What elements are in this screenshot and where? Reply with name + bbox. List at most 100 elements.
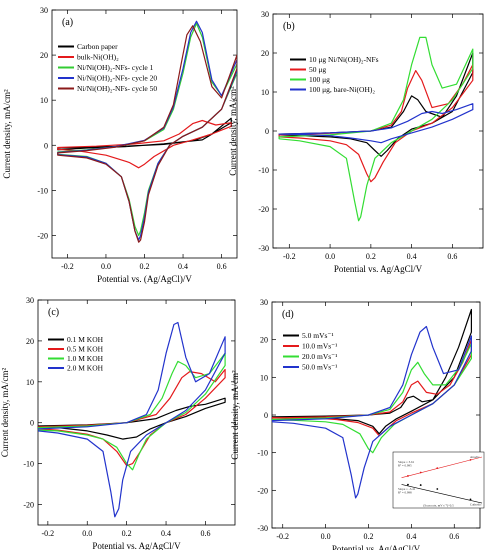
panel-label: (d) [282, 309, 294, 320]
legend-label: 5.0 mVs⁻¹ [302, 331, 334, 340]
x-axis-label: Potential vs. Ag/AgCl/V [334, 264, 423, 274]
plot-frame [37, 299, 236, 526]
inset-point [436, 467, 439, 470]
inset-series-label: Anodic [470, 455, 480, 459]
legend-label: 100 μg [309, 75, 330, 84]
series-line [278, 103, 474, 144]
x-tick-label: 0.0 [325, 252, 335, 261]
y-tick-label: 30 [26, 296, 34, 305]
y-tick-label: 10 [261, 88, 269, 97]
legend-label: 50.0 mVs⁻¹ [302, 363, 337, 372]
x-axis-label: Potential vs. Ag/AgCl/V [332, 544, 421, 550]
y-tick-label: 20 [26, 337, 34, 346]
x-tick-label: -0.2 [61, 262, 74, 271]
legend-label: Ni/Ni(OH)₂-NFs- cycle 20 [77, 74, 157, 83]
y-tick-label: 10 [26, 378, 34, 387]
series-line [57, 119, 232, 169]
x-tick-label: 0.2 [140, 262, 150, 271]
y-tick-label: 30 [260, 298, 268, 307]
inset-point [469, 498, 472, 501]
y-tick-label: -30 [258, 244, 269, 253]
y-tick-label: -30 [257, 524, 268, 533]
y-axis-label: Current density, mA/cm² [0, 368, 10, 458]
legend-label: 10.0 mVs⁻¹ [302, 342, 337, 351]
legend-label: 100 μg, bare-Ni(OH)₂ [309, 85, 375, 94]
panel-label: (c) [48, 307, 59, 318]
series-line [272, 325, 472, 499]
x-axis-label: Potential vs. Ag/AgCl/V [92, 541, 181, 550]
x-axis-label: Potential vs. (Ag/AgCl)/V [97, 274, 192, 284]
series-line [38, 397, 226, 440]
legend-label: Ni/Ni(OH)₂-NFs- cycle 1 [77, 63, 154, 72]
legend-label: Ni/Ni(OH)₂-NFs- cycle 50 [77, 84, 157, 93]
y-tick-label: -10 [23, 460, 34, 469]
inset-point [407, 475, 409, 477]
inset-frame [392, 451, 485, 509]
y-tick-label: 30 [40, 6, 48, 15]
legend-label: 2.0 M KOH [67, 364, 104, 373]
y-tick-label: -20 [37, 231, 48, 240]
series-line [278, 36, 474, 222]
y-tick-label: -10 [258, 166, 269, 175]
panel-label: (b) [283, 21, 295, 32]
x-tick-label: -0.2 [283, 252, 296, 261]
series-line [57, 25, 237, 243]
x-tick-label: 0.6 [200, 529, 210, 538]
legend-label: 20.0 mVs⁻¹ [302, 352, 337, 361]
y-axis-label: Current density, mA/cm² [230, 370, 240, 460]
y-tick-label: 10 [40, 96, 48, 105]
x-tick-label: 0.0 [321, 532, 331, 541]
inset-annotation: R² = 0.995 [398, 464, 412, 468]
x-tick-label: 0.4 [178, 262, 188, 271]
series-line [278, 64, 474, 183]
chart-panel-b: -0.2 0.0 0.2 0.4 0.6 -30 -20 -10 0 10 20 30 Potentia… [228, 10, 484, 274]
y-tick-label: 20 [40, 51, 48, 60]
y-tick-label: -10 [37, 186, 48, 195]
x-tick-label: 0.2 [363, 532, 373, 541]
x-tick-label: 0.2 [122, 529, 132, 538]
y-axis-label: Current density, mA/cm² [2, 89, 12, 179]
series-line [278, 52, 474, 157]
inset-x-label: (Scan rate, mV s⁻¹)^0.5 [423, 504, 454, 509]
y-tick-label: -20 [23, 501, 34, 510]
inset-annotation: R² = 0.998 [398, 491, 412, 495]
legend-label: bulk-Ni(OH)₂ [77, 53, 119, 62]
y-tick-label: -20 [258, 205, 269, 214]
x-tick-label: 0.4 [161, 529, 171, 538]
inset-point [407, 483, 409, 486]
y-axis-label: Current density, mA/cm² [228, 86, 238, 176]
x-tick-label: 0.4 [406, 532, 416, 541]
legend-label: 0.1 M KOH [67, 335, 104, 344]
x-tick-label: -0.2 [42, 529, 55, 538]
legend-label: Carbon paper [77, 42, 118, 51]
y-tick-label: 20 [261, 49, 269, 58]
y-tick-label: 0 [265, 127, 269, 136]
legend-label: 50 μg [309, 65, 326, 74]
inset-point [419, 484, 422, 486]
chart-panel-d: -0.2 0.0 0.2 0.4 0.6 -30 -20 -10 0 10 20 30 Potentia… [230, 298, 485, 550]
y-tick-label: -20 [257, 486, 268, 495]
legend-label: 1.0 M KOH [67, 354, 104, 363]
y-tick-label: 0 [264, 411, 268, 420]
series-line [38, 321, 226, 518]
series-line [57, 117, 232, 151]
chart-panel-a: -0.2 0.0 0.2 0.4 0.6 -20 -10 0 10 20 30 Potential v… [2, 6, 238, 284]
y-tick-label: 10 [260, 373, 268, 382]
legend-label: 0.5 M KOH [67, 345, 104, 354]
inset-point [436, 488, 439, 490]
inset-fit-line [401, 484, 483, 504]
inset-annotation: Slope = -3.41 [398, 487, 416, 491]
y-tick-label: 20 [260, 336, 268, 345]
y-tick-label: 0 [30, 419, 34, 428]
plot-frame [272, 13, 484, 249]
series-line [272, 342, 472, 454]
x-tick-label: 0.4 [407, 252, 417, 261]
series-line [272, 308, 472, 435]
legend-label: 10 μg Ni/Ni(OH)₂-NFs [309, 55, 379, 64]
y-tick-label: 30 [261, 10, 269, 19]
inset-point [469, 459, 472, 461]
x-tick-label: 0.0 [101, 262, 111, 271]
x-tick-label: 0.0 [82, 529, 92, 538]
x-tick-label: -0.2 [276, 532, 289, 541]
